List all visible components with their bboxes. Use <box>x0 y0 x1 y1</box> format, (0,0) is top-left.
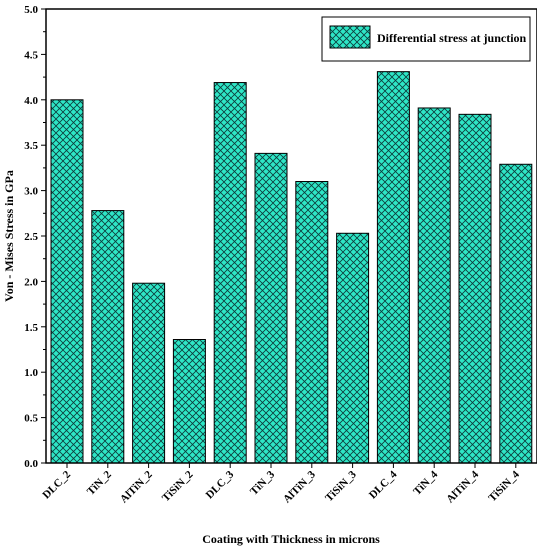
y-tick-label: 1.5 <box>24 322 38 334</box>
bar-altin_4 <box>458 113 492 464</box>
y-tick-label: 3.0 <box>24 186 38 198</box>
legend-swatch <box>329 25 371 49</box>
x-tick-label: DLC_2 <box>40 468 73 501</box>
bar-tisin_4 <box>499 163 533 464</box>
x-tick-label: AlTiN_4 <box>444 468 481 505</box>
x-axis-title: Coating with Thickness in microns <box>202 532 380 546</box>
x-tick-label: TiN_2 <box>85 468 114 497</box>
bar-dlc_3 <box>213 82 247 464</box>
y-tick-label: 5.0 <box>24 4 38 16</box>
x-tick-label: AlTiN_2 <box>118 468 155 505</box>
x-tick-label: DLC_3 <box>204 468 237 501</box>
bar-tin_2 <box>91 210 125 464</box>
x-tick-label: TiN_3 <box>248 468 277 497</box>
y-tick-label: 4.0 <box>24 95 38 107</box>
bar-tisin_2 <box>172 339 206 464</box>
y-tick-label: 2.0 <box>24 276 38 288</box>
y-tick-label: 3.5 <box>24 140 38 152</box>
x-tick-label: TiSiN_3 <box>323 468 359 504</box>
bar-tisin_3 <box>336 232 370 464</box>
bars-group <box>50 71 533 464</box>
x-tick-label: TiSiN_2 <box>160 468 196 504</box>
bar-dlc_4 <box>376 71 410 464</box>
plot-frame <box>45 8 537 464</box>
y-axis-ticks: 0.0 0.5 1.0 1.5 2.0 2.5 3.0 3.5 4.0 4.5 5.0 <box>24 4 46 470</box>
bar-dlc_2 <box>50 99 84 464</box>
bar-tin_4 <box>417 107 451 464</box>
y-tick-label: 0.0 <box>24 458 38 470</box>
x-tick-label: AlTiN_3 <box>281 468 318 505</box>
x-tick-label: DLC_4 <box>367 468 400 501</box>
legend-label: Differential stress at junction <box>377 31 527 45</box>
y-tick-label: 2.5 <box>24 231 38 243</box>
y-tick-label: 1.0 <box>24 367 38 379</box>
bar-tin_3 <box>254 152 288 464</box>
legend: Differential stress at junction <box>321 16 531 62</box>
y-axis-title: Von - Mises Stress in GPa <box>2 170 16 302</box>
x-tick-label: TiSiN_4 <box>486 468 522 504</box>
x-axis-ticks: DLC_2 TiN_2 AlTiN_2 TiSiN_2 DLC_3 TiN_3 AlTiN_… <box>40 463 522 506</box>
y-tick-label: 4.5 <box>24 49 38 61</box>
y-tick-label: 0.5 <box>24 413 38 425</box>
bar-altin_3 <box>295 181 329 464</box>
bar-altin_2 <box>132 282 166 464</box>
x-tick-label: TiN_4 <box>411 468 440 497</box>
